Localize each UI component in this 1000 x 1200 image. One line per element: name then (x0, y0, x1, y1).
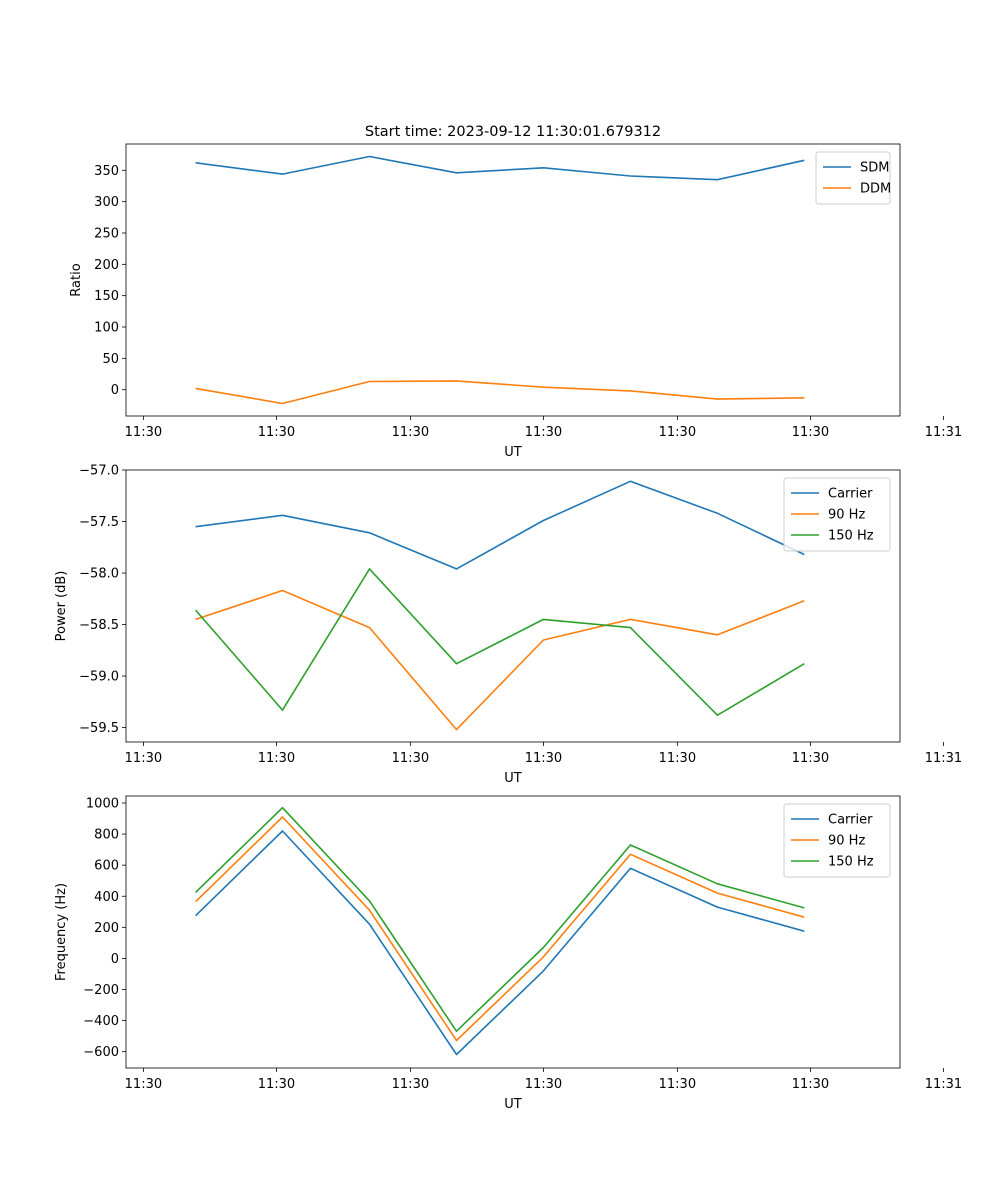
y-tick-label: 200 (94, 258, 119, 273)
series-line-90-hz (195, 816, 805, 1042)
y-tick-label: 350 (94, 164, 119, 179)
y-tick-label: −400 (83, 1014, 119, 1029)
legend-label: 150 Hz (828, 855, 874, 870)
legend-label: Carrier (828, 487, 873, 502)
legend-label: 90 Hz (828, 834, 865, 849)
series-line-carrier (195, 480, 805, 570)
x-tick-label: 11:30 (392, 1077, 429, 1092)
x-tick-label: 11:30 (525, 751, 562, 766)
y-tick-label: −600 (83, 1045, 119, 1060)
x-tick-label: 11:30 (659, 425, 696, 440)
legend-label: 150 Hz (828, 529, 874, 544)
x-axis-label: UT (504, 771, 522, 786)
y-axis-label: Ratio (69, 263, 84, 296)
legend-box (815, 151, 891, 205)
x-tick-label: 11:30 (792, 425, 829, 440)
y-tick-label: −200 (83, 983, 119, 998)
x-tick-label: 11:31 (925, 1077, 962, 1092)
x-tick-label: 11:30 (392, 425, 429, 440)
y-tick-label: −57.0 (79, 464, 119, 479)
chart-panel-2: −59.5 −59.0 −58.5 −58.0 −57.5 −57.0 11:30 11:30… (54, 464, 962, 787)
x-tick-label: 11:30 (258, 751, 295, 766)
series-line-carrier (195, 830, 805, 1056)
y-tick-label: 600 (94, 859, 119, 874)
x-axis-label: UT (504, 445, 522, 460)
x-axis-label: UT (504, 1097, 522, 1112)
y-tick-label: −58.0 (79, 567, 119, 582)
legend-label: SDM (860, 161, 889, 176)
chart-panel-1: 0 50 100 150 200 250 300 350 11:30 11:30 11:30 11:3… (69, 143, 962, 460)
legend-box (783, 803, 891, 878)
legend-label: 90 Hz (828, 508, 865, 523)
y-tick-label: −58.5 (79, 618, 119, 633)
legend-label: Carrier (828, 813, 873, 828)
y-tick-label: −59.0 (79, 670, 119, 685)
legend-box (783, 477, 891, 552)
x-tick-label: 11:30 (525, 1077, 562, 1092)
y-tick-label: 0 (111, 383, 119, 398)
x-tick-label: 11:30 (659, 1077, 696, 1092)
y-tick-label: 1000 (86, 796, 119, 811)
x-tick-label: 11:30 (792, 1077, 829, 1092)
x-tick-label: 11:30 (125, 425, 162, 440)
figure-title: Start time: 2023-09-12 11:30:01.679312 (365, 124, 661, 140)
y-tick-label: 150 (94, 289, 119, 304)
legend: Carrier 90 Hz 150 Hz (783, 477, 891, 552)
series-line-90-hz (195, 589, 805, 731)
x-tick-label: 11:30 (525, 425, 562, 440)
y-tick-label: 0 (111, 952, 119, 967)
x-tick-label: 11:30 (258, 1077, 295, 1092)
x-tick-label: 11:31 (925, 425, 962, 440)
y-tick-label: 250 (94, 226, 119, 241)
axes-frame (125, 795, 901, 1069)
x-tick-label: 11:30 (792, 751, 829, 766)
y-axis-label: Power (dB) (54, 571, 69, 642)
y-tick-label: 100 (94, 321, 119, 336)
legend: SDM DDM (815, 151, 891, 205)
series-line-ddm (195, 380, 805, 405)
axes-frame (125, 143, 901, 417)
y-tick-label: 300 (94, 195, 119, 210)
legend: Carrier 90 Hz 150 Hz (783, 803, 891, 878)
y-tick-label: 400 (94, 890, 119, 905)
x-tick-label: 11:30 (125, 1077, 162, 1092)
x-tick-label: 11:31 (925, 751, 962, 766)
series-line-150-hz (194, 568, 805, 717)
x-tick-label: 11:30 (125, 751, 162, 766)
panels: 0 50 100 150 200 250 300 350 11:30 11:30 11:30 11:3… (54, 143, 962, 1112)
y-tick-label: −57.5 (79, 515, 119, 530)
chart-panel-3: −600 −400 −200 0 200 400 600 800 1000 11:30 11:30 1… (54, 795, 962, 1112)
axes-frame (125, 469, 901, 743)
legend-label: DDM (860, 182, 891, 197)
y-tick-label: 50 (102, 352, 119, 367)
y-tick-label: 200 (94, 921, 119, 936)
x-tick-label: 11:30 (392, 751, 429, 766)
y-axis-label: Frequency (Hz) (54, 883, 69, 981)
series-line-150-hz (195, 806, 805, 1032)
x-tick-label: 11:30 (258, 425, 295, 440)
series-line-sdm (195, 155, 805, 181)
y-tick-label: 800 (94, 828, 119, 843)
y-tick-label: −59.5 (79, 721, 119, 736)
x-tick-label: 11:30 (659, 751, 696, 766)
